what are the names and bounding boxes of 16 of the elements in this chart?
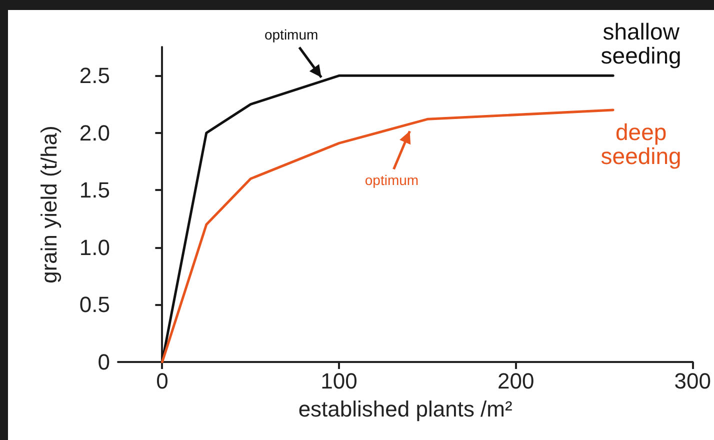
annotation: optimum <box>364 172 419 188</box>
y-tick-label: 0 <box>98 350 110 374</box>
y-tick-label: 1.5 <box>79 178 110 203</box>
x-tick-label: 0 <box>156 368 168 394</box>
x-axis-title: established plants /m² <box>298 396 512 422</box>
annotation: optimum <box>264 26 318 42</box>
series-label: deep seeding <box>600 119 682 169</box>
x-tick-label: 300 <box>674 368 712 394</box>
y-tick-label: 2.5 <box>79 63 110 88</box>
x-tick-label: 200 <box>497 368 534 394</box>
y-tick-label: 1.0 <box>79 234 110 260</box>
y-tick-label: 2.0 <box>79 120 110 146</box>
series-label: shallow seeding <box>600 18 682 69</box>
y-tick-label: 0.5 <box>79 292 110 318</box>
y-axis-title: grain yield (t/ha) <box>36 126 62 284</box>
x-tick-label: 100 <box>320 368 358 394</box>
